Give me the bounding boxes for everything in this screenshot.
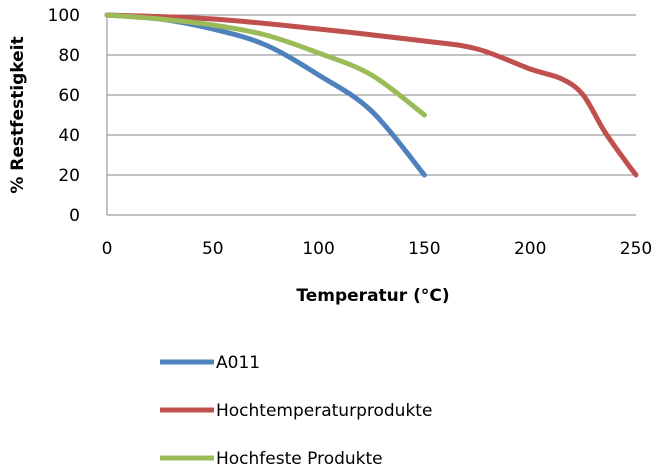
tick-labels: 0 20 40 60 80 100 0 50 100 150 200 250 — [48, 6, 653, 259]
x-tick-label: 0 — [102, 239, 113, 259]
x-tick-label: 150 — [408, 239, 440, 259]
x-axis-title: Temperatur (°C) — [296, 286, 449, 306]
y-tick-label: 100 — [48, 6, 80, 26]
x-tick-label: 250 — [620, 239, 652, 259]
series-lines — [104, 12, 639, 178]
y-tick-label: 80 — [58, 46, 80, 66]
legend-label: A011 — [216, 353, 260, 373]
y-tick-label: 60 — [58, 86, 80, 106]
x-tick-label: 50 — [202, 239, 224, 259]
legend-label: Hochfeste Produkte — [216, 449, 383, 469]
y-tick-label: 40 — [58, 126, 80, 146]
y-tick-label: 0 — [69, 206, 80, 226]
legend: A011 Hochtemperaturprodukte Hochfeste Prod… — [160, 353, 432, 469]
series-line-hochtemperaturprodukte — [104, 12, 639, 178]
x-tick-label: 100 — [302, 239, 334, 259]
series-line-hochfeste-produkte — [104, 12, 427, 118]
legend-label: Hochtemperaturprodukte — [216, 401, 432, 421]
x-tick-label: 200 — [514, 239, 546, 259]
gridlines — [106, 14, 636, 216]
y-axis-title: % Restfestigkeit — [8, 36, 28, 193]
y-tick-label: 20 — [58, 166, 80, 186]
